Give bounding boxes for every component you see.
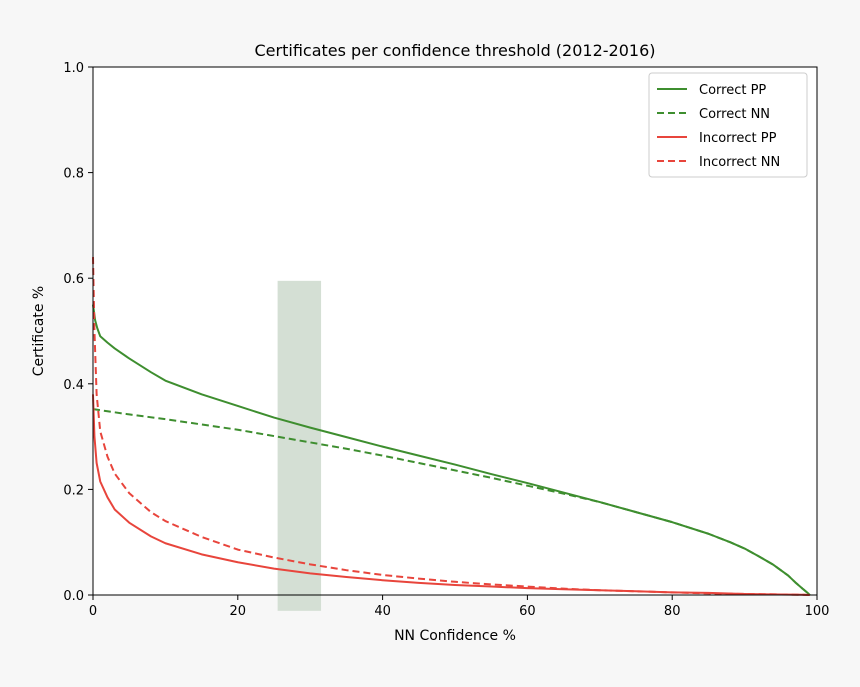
highlight-band-layer — [277, 280, 322, 611]
x-tick-label: 100 — [805, 604, 830, 619]
x-tick-label: 20 — [230, 604, 247, 619]
highlight-band — [277, 280, 322, 611]
legend-label-correct-nn: Correct NN — [699, 107, 770, 122]
y-axis-title: Certificate % — [31, 286, 47, 376]
legend: Correct PP Correct NN Incorrect PP Incorrec… — [648, 72, 808, 178]
legend-box — [648, 72, 808, 178]
series-layer — [92, 257, 811, 596]
plot-frame — [92, 66, 818, 596]
y-tick-label: 1.0 — [63, 61, 84, 76]
y-axis-ticks: 0.0 0.2 0.4 0.6 0.8 1.0 — [63, 61, 93, 604]
y-tick-label: 0.4 — [63, 378, 84, 393]
x-axis-title: NN Confidence % — [394, 628, 516, 644]
x-tick-label: 40 — [374, 604, 391, 619]
x-tick-label: 60 — [519, 604, 536, 619]
x-tick-label: 0 — [89, 604, 97, 619]
series-line-correct-nn — [92, 408, 811, 596]
x-axis-ticks: 0 20 40 60 80 100 — [89, 595, 830, 619]
y-tick-label: 0.2 — [63, 483, 84, 498]
legend-label-incorrect-pp: Incorrect PP — [699, 131, 777, 146]
series-line-incorrect-nn — [92, 257, 810, 596]
y-tick-label: 0.6 — [63, 272, 84, 287]
legend-label-correct-pp: Correct PP — [699, 83, 766, 98]
x-tick-label: 80 — [664, 604, 681, 619]
series-line-incorrect-pp — [92, 394, 810, 596]
y-tick-label: 0.8 — [63, 167, 84, 182]
chart-title: Certificates per confidence threshold (2… — [255, 41, 656, 60]
legend-label-incorrect-nn: Incorrect NN — [699, 155, 780, 170]
y-tick-label: 0.0 — [63, 589, 84, 604]
